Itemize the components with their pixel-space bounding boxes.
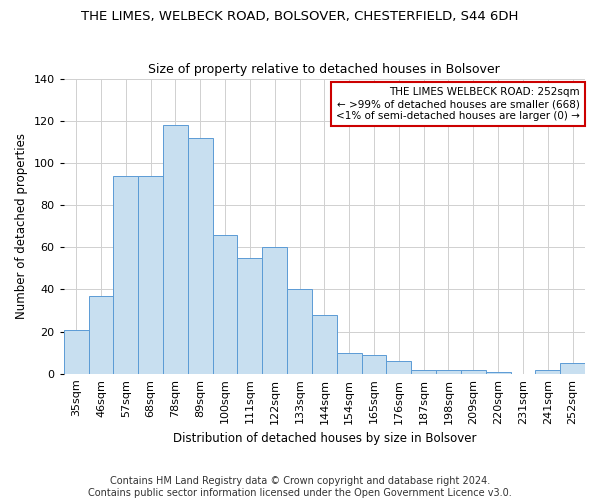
Text: THE LIMES WELBECK ROAD: 252sqm
← >99% of detached houses are smaller (668)
<1% o: THE LIMES WELBECK ROAD: 252sqm ← >99% of… [336, 88, 580, 120]
Bar [238, 258, 262, 374]
Text: Contains HM Land Registry data © Crown copyright and database right 2024.
Contai: Contains HM Land Registry data © Crown c… [88, 476, 512, 498]
Bar [287, 290, 312, 374]
Bar [212, 234, 238, 374]
Bar [312, 315, 337, 374]
Bar [486, 372, 511, 374]
Bar [89, 296, 113, 374]
Title: Size of property relative to detached houses in Bolsover: Size of property relative to detached ho… [148, 63, 500, 76]
Bar [560, 364, 585, 374]
Bar [138, 176, 163, 374]
Bar [362, 355, 386, 374]
Text: THE LIMES, WELBECK ROAD, BOLSOVER, CHESTERFIELD, S44 6DH: THE LIMES, WELBECK ROAD, BOLSOVER, CHEST… [82, 10, 518, 23]
X-axis label: Distribution of detached houses by size in Bolsover: Distribution of detached houses by size … [173, 432, 476, 445]
Y-axis label: Number of detached properties: Number of detached properties [15, 133, 28, 319]
Bar [411, 370, 436, 374]
Bar [113, 176, 138, 374]
Bar [262, 248, 287, 374]
Bar [163, 125, 188, 374]
Bar [337, 352, 362, 374]
Bar [535, 370, 560, 374]
Bar [386, 361, 411, 374]
Bar [461, 370, 486, 374]
Bar [188, 138, 212, 374]
Bar [64, 330, 89, 374]
Bar [436, 370, 461, 374]
